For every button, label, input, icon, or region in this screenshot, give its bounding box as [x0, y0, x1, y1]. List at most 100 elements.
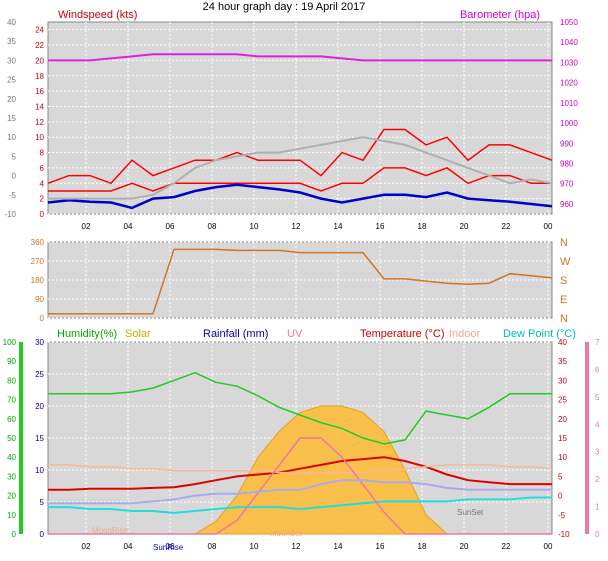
baro-y-tick: 970 [560, 180, 574, 189]
environment-x-tick: 10 [250, 542, 259, 551]
uv-legend: UV [287, 328, 303, 340]
rain-y-tick: 30 [35, 338, 44, 347]
humidity-y-tick: 60 [7, 415, 16, 424]
wind-panel-right-label: Barometer (hpa) [460, 9, 540, 21]
wind-x-tick: 06 [166, 222, 175, 231]
direction-y-tick: 180 [31, 276, 45, 285]
uv-series [48, 437, 552, 535]
compass-label: E [560, 294, 567, 306]
humidity-y-tick: 100 [3, 338, 17, 347]
wind-y-tick: 10 [35, 133, 44, 142]
uv-y-tick: 2 [595, 475, 600, 484]
wind-y-tick: 24 [35, 26, 44, 35]
uv-axis-bar [585, 342, 589, 534]
compass-label: S [560, 275, 567, 287]
sunset-label: SunSet [457, 508, 484, 517]
baro-y-tick: 990 [560, 139, 574, 148]
wind-x-tick: 10 [250, 222, 259, 231]
humidity-y-tick: 70 [7, 396, 16, 405]
wind-y-tick: 18 [35, 72, 44, 81]
baro-y-tick: 1010 [560, 99, 578, 108]
humidity-y-tick: 20 [7, 492, 16, 501]
wind-direction-series [48, 248, 553, 315]
humidity-series [48, 371, 552, 445]
rain-y-tick: 0 [40, 530, 45, 539]
wind-x-tick: 20 [460, 222, 469, 231]
outer-temp-y-tick: 20 [7, 95, 16, 104]
rain-y-tick: 10 [35, 466, 44, 475]
baro-y-tick: 1000 [560, 119, 578, 128]
uv-y-tick: 5 [595, 393, 600, 402]
humidity-y-tick: 50 [7, 434, 16, 443]
wind-x-tick: 18 [418, 222, 427, 231]
temperature-series [48, 456, 552, 491]
environment-x-tick: 02 [82, 542, 91, 551]
temperature-y-tick: 30 [558, 376, 567, 385]
compass-label: N [560, 313, 568, 325]
humidity-y-tick: 80 [7, 376, 16, 385]
outer-temp-y-tick: 15 [7, 114, 16, 123]
temperature-legend: Temperature (°C) [360, 328, 444, 340]
outer-temp-y-tick: 5 [12, 152, 17, 161]
baro-y-tick: 1020 [560, 79, 578, 88]
humidity-legend: Humidity [57, 328, 100, 340]
baro-y-tick: 1050 [560, 18, 578, 27]
sunrise-label: SunRise [153, 543, 184, 552]
wind-x-tick: 14 [334, 222, 343, 231]
wind-y-tick: 8 [40, 149, 45, 158]
temperature-y-tick: 15 [558, 434, 567, 443]
wind-x-tick: 16 [376, 222, 385, 231]
graph-title: 24 hour graph day : 19 April 2017 [203, 1, 366, 13]
uv-y-tick: 1 [595, 503, 600, 512]
wind-y-tick: 0 [40, 210, 45, 219]
compass-label: W [560, 256, 571, 268]
average-wind-series [47, 183, 553, 210]
environment-x-tick: 12 [292, 542, 301, 551]
temperature-y-tick: -10 [558, 530, 570, 539]
rain-y-tick: 5 [40, 498, 45, 507]
moonset-label: MoonSet [270, 529, 303, 538]
humidity-y-tick: 90 [7, 357, 16, 366]
wind-y-tick: 16 [35, 87, 44, 96]
temperature-y-tick: 0 [558, 492, 563, 501]
direction-y-tick: 0 [40, 314, 45, 323]
environment-x-tick: 14 [334, 542, 343, 551]
uv-y-tick: 4 [595, 420, 600, 429]
humidity-y-tick: 30 [7, 472, 16, 481]
temperature-y-tick: 40 [558, 338, 567, 347]
uv-y-tick: 0 [595, 530, 600, 539]
wind-x-tick: 22 [502, 222, 511, 231]
barometer-series [48, 53, 552, 62]
environment-x-tick: 06 [166, 542, 175, 551]
outer-temp-y-tick: 40 [7, 18, 16, 27]
wind-x-tick: 04 [124, 222, 133, 231]
wind-panel-left-label: Windspeed (kts) [58, 9, 137, 21]
dewpoint-series [48, 496, 552, 514]
temperature-y-tick: 10 [558, 453, 567, 462]
rainfall-legend: Rainfall (mm) [203, 328, 268, 340]
outer-temp-y-tick: -10 [4, 210, 16, 219]
environment-x-tick: 16 [376, 542, 385, 551]
uv-y-tick: 6 [595, 365, 600, 374]
apparent-temp-series [48, 479, 552, 505]
temperature-y-tick: 35 [558, 357, 567, 366]
wind-y-tick: 22 [35, 41, 44, 50]
dewpoint-legend: Dew Point (°C) [503, 328, 576, 340]
baro-y-tick: 1040 [560, 38, 578, 47]
direction-y-tick: 90 [35, 295, 44, 304]
grey-temp-series [48, 136, 553, 200]
outer-temp-y-tick: 0 [12, 172, 17, 181]
baro-y-tick: 1030 [560, 58, 578, 67]
wind-y-tick: 6 [40, 164, 45, 173]
temperature-y-tick: 5 [558, 472, 563, 481]
rain-y-tick: 15 [35, 434, 44, 443]
wind-x-tick: 12 [292, 222, 301, 231]
environment-x-tick: 08 [208, 542, 217, 551]
environment-x-tick: 22 [502, 542, 511, 551]
humidity-y-tick: 40 [7, 453, 16, 462]
wind-series [48, 167, 552, 192]
wind-x-tick: 08 [208, 222, 217, 231]
wind-x-tick: 02 [82, 222, 91, 231]
direction-y-tick: 270 [31, 257, 45, 266]
